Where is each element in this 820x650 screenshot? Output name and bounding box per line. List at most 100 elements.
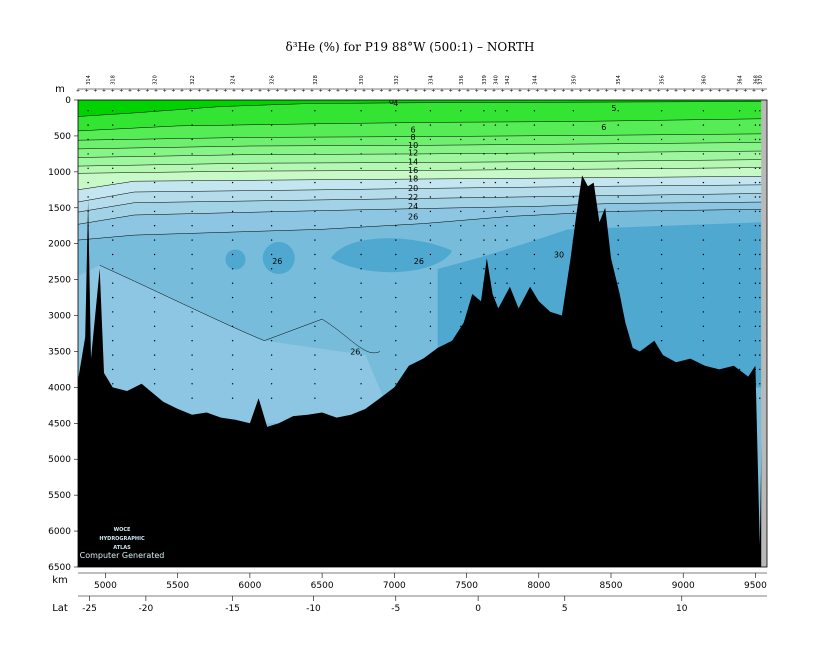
sample-dot <box>483 268 485 270</box>
y-tick-label: 5500 <box>48 491 71 501</box>
station-tick: + <box>397 88 401 94</box>
sample-dot <box>738 282 741 284</box>
sample-dot <box>191 167 193 169</box>
sample-dot <box>494 268 497 270</box>
station-tick: + <box>345 88 349 94</box>
sample-dot <box>429 196 432 198</box>
sample-dot <box>395 354 397 356</box>
sample-dot <box>395 153 397 155</box>
station-tick: + <box>622 88 626 94</box>
lat-tick-label: 10 <box>676 604 688 614</box>
sample-dot <box>617 282 619 284</box>
sample-dot <box>429 124 432 126</box>
station-tick: + <box>76 88 80 94</box>
sample-dot <box>314 110 316 112</box>
station-tick: + <box>362 88 366 94</box>
sample-dot <box>759 225 761 227</box>
x-tick-label: 9500 <box>744 581 767 591</box>
sample-dot <box>702 268 705 270</box>
sample-dot <box>754 167 757 169</box>
sample-dot <box>660 167 663 169</box>
sample-dot <box>494 296 497 299</box>
station-tick: + <box>180 88 184 94</box>
station-label: 354 <box>616 75 622 85</box>
sample-dot <box>617 210 619 213</box>
sample-dot <box>617 225 619 227</box>
station-tick: + <box>206 88 210 94</box>
sample-dot <box>506 153 508 155</box>
station-tick: + <box>613 88 617 94</box>
sample-dot <box>660 282 663 284</box>
lat-tick-label: 0 <box>475 604 481 614</box>
sample-dot <box>759 311 761 313</box>
sample-dot <box>231 296 234 299</box>
sample-dot <box>572 181 575 184</box>
sample-dot <box>738 210 741 213</box>
sample-dot <box>533 268 536 270</box>
station-tick: + <box>431 88 435 94</box>
sample-dot <box>738 181 741 184</box>
sample-dot <box>759 253 761 256</box>
station-tick: + <box>353 88 357 94</box>
station-tick: + <box>171 88 175 94</box>
sample-dot <box>759 268 761 270</box>
station-tick: + <box>388 88 392 94</box>
y-tick-label: 6000 <box>48 527 71 537</box>
sample-dot <box>395 196 397 198</box>
station-label: 336 <box>459 75 465 85</box>
sample-dot <box>314 181 316 184</box>
isoline-14-16 <box>78 159 767 167</box>
sample-dot <box>754 268 757 270</box>
station-tick: + <box>761 88 765 94</box>
contour-label: 24 <box>408 202 418 211</box>
sample-dot <box>153 383 156 385</box>
sample-dot <box>483 167 485 169</box>
sample-dot <box>494 282 497 284</box>
sample-dot <box>395 296 397 299</box>
station-tick: + <box>189 88 193 94</box>
sample-dot <box>494 181 497 184</box>
sample-dot <box>533 225 536 227</box>
sample-dot <box>270 253 273 256</box>
band-28-30-cell <box>262 242 295 275</box>
station-tick: + <box>483 88 487 94</box>
sample-dot <box>533 138 536 141</box>
sample-dot <box>494 210 497 213</box>
sample-dot <box>395 181 397 184</box>
sample-dot <box>191 138 193 141</box>
station-tick: + <box>492 88 496 94</box>
sample-dot <box>754 354 757 356</box>
x-tick-label: 7000 <box>383 581 406 591</box>
sample-dot <box>231 110 234 112</box>
station-tick: + <box>319 88 323 94</box>
station-tick: + <box>310 88 314 94</box>
sample-dot <box>314 253 316 256</box>
band-28-30-cell <box>225 249 246 270</box>
sample-dot <box>153 354 156 356</box>
sample-dot <box>617 138 619 141</box>
sample-dot <box>191 383 193 385</box>
sample-dot <box>738 110 741 112</box>
x-tick-label: 9000 <box>672 581 695 591</box>
contour-label: 20 <box>408 184 418 193</box>
station-tick: + <box>249 88 253 94</box>
station-tick: + <box>215 88 219 94</box>
watermark-line: ATLAS <box>113 545 131 551</box>
sample-dot <box>231 124 234 126</box>
sample-dot <box>572 138 575 141</box>
sample-dot <box>360 325 362 327</box>
sample-dot <box>759 239 761 241</box>
sample-dot <box>533 110 536 112</box>
sample-dot <box>483 110 485 112</box>
station-label: 344 <box>532 75 538 85</box>
station-tick: + <box>284 88 288 94</box>
sample-dot <box>759 210 761 213</box>
sample-dot <box>87 196 89 198</box>
plot-frame <box>77 99 768 568</box>
isoline-26-deep <box>99 265 380 354</box>
sample-dot <box>702 138 705 141</box>
sample-dot <box>754 296 757 299</box>
sample-dot <box>702 225 705 227</box>
station-tick: + <box>501 88 505 94</box>
